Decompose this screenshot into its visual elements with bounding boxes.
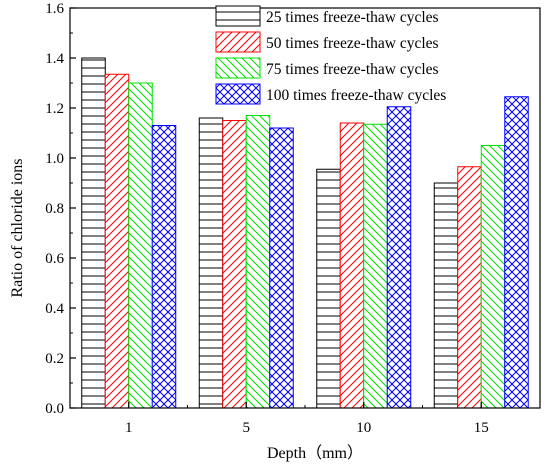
y-tick-label: 1.0: [45, 151, 64, 167]
bar-2-depth-10: [339, 122, 365, 409]
x-tick-label: 10: [356, 420, 371, 436]
y-tick-label: 1.6: [45, 1, 64, 17]
y-tick-label: 0.0: [45, 401, 64, 417]
y-tick-label: 0.8: [45, 201, 64, 217]
bar-2-depth-1: [104, 73, 130, 409]
y-tick-label: 1.2: [45, 101, 64, 117]
axes-layer: 0.00.20.40.60.81.01.21.41.61 5 10 15: [45, 1, 541, 436]
bar-3-depth-15: [480, 145, 506, 409]
y-tick-label: 0.6: [45, 251, 64, 267]
bar-3-depth-10: [363, 123, 388, 409]
bar-4-depth-10: [386, 106, 412, 409]
bar-3-depth-5: [245, 115, 271, 409]
bar-2-depth-15: [457, 166, 482, 409]
x-axis-title: Depth（mm）: [267, 444, 363, 462]
bar-1-depth-5: [198, 117, 224, 409]
x-tick-label: 5: [243, 420, 251, 436]
legend-swatch: [215, 5, 261, 27]
bar-4-depth-1: [151, 125, 177, 409]
legend-label: 75 times freeze-thaw cycles: [266, 61, 439, 78]
legend-label: 25 times freeze-thaw cycles: [266, 9, 439, 26]
legend-label: 100 times freeze-thaw cycles: [266, 87, 446, 104]
y-tick-label: 1.4: [45, 51, 64, 67]
y-tick-label: 0.2: [45, 351, 64, 367]
legend-swatch: [215, 57, 261, 79]
y-axis-title: Ratio of chloride ions: [9, 158, 26, 297]
x-tick-label: 1: [125, 420, 133, 436]
bar-4-depth-15: [504, 96, 529, 409]
legend-swatch: [215, 31, 261, 53]
bar-3-depth-1: [128, 82, 153, 409]
x-tick-label: 15: [474, 420, 489, 436]
bar-1-depth-1: [81, 57, 106, 409]
bar-2-depth-5: [222, 120, 247, 409]
legend-label: 50 times freeze-thaw cycles: [266, 35, 439, 52]
bar-4-depth-5: [269, 127, 294, 409]
bar-1-depth-15: [433, 182, 459, 409]
legend-swatch: [215, 83, 261, 105]
y-tick-label: 0.4: [45, 301, 64, 317]
bar-1-depth-10: [316, 168, 341, 409]
legend: 25 times freeze-thaw cycles 50 times free…: [215, 5, 446, 105]
bars-layer: [81, 57, 529, 409]
